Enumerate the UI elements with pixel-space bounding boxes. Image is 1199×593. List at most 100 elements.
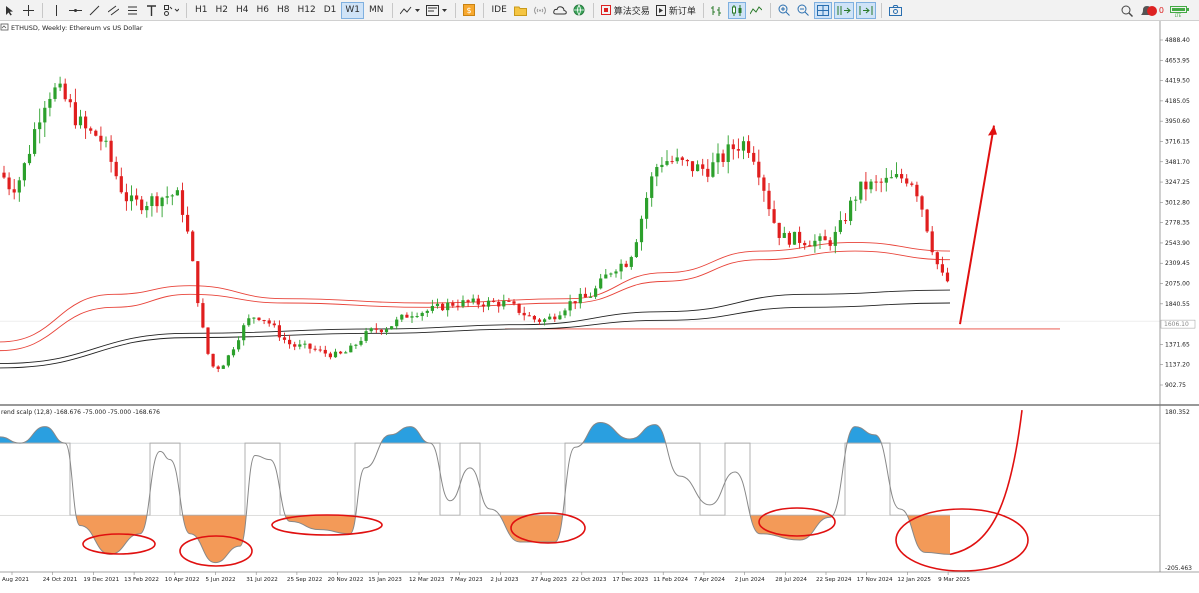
candle-body xyxy=(461,300,465,307)
templates-dropdown-button[interactable] xyxy=(424,2,450,19)
fibonacci-button[interactable] xyxy=(124,2,141,19)
timeframe-h2-button[interactable]: H2 xyxy=(215,5,229,15)
candle-body xyxy=(849,200,853,221)
signal-button[interactable] xyxy=(531,2,549,19)
line-chart-button[interactable] xyxy=(748,2,765,19)
search-button[interactable] xyxy=(1119,2,1136,19)
candle-body xyxy=(609,273,613,275)
candle-body xyxy=(527,315,531,317)
candle-body xyxy=(726,144,730,162)
candle-body xyxy=(78,116,83,126)
candle-body xyxy=(379,329,383,333)
toolbar-separator xyxy=(769,2,771,18)
algo-trading-button[interactable]: 算法交易 xyxy=(599,2,652,19)
candle-body xyxy=(27,153,32,164)
candle-body xyxy=(894,174,899,178)
candle-body xyxy=(160,197,164,207)
shapes-icon xyxy=(164,4,179,16)
cloud-button[interactable] xyxy=(551,2,569,19)
ide-button[interactable]: IDE xyxy=(491,5,507,15)
folder-button[interactable] xyxy=(512,2,529,19)
candlestick-chart-button[interactable] xyxy=(727,1,746,19)
chart-shift-button[interactable] xyxy=(855,1,876,19)
date-label: 10 Apr 2022 xyxy=(165,577,200,583)
candle-body xyxy=(369,328,373,332)
candle-body xyxy=(323,349,327,354)
candle-body xyxy=(879,181,883,183)
candle-body xyxy=(313,348,317,350)
candle-body xyxy=(435,303,440,306)
toolbar: H1 H2 H4 H6 H8 H12 D1 W1 MN $ IDE 算法交易 新… xyxy=(0,0,1199,21)
candle-body xyxy=(43,107,47,123)
auto-scroll-icon xyxy=(837,5,851,15)
candle-body xyxy=(803,242,807,246)
timeframe-h1-button[interactable]: H1 xyxy=(195,5,208,15)
date-label: 5 Jun 2022 xyxy=(206,577,236,583)
date-label: 12 Jan 2025 xyxy=(897,577,931,583)
shapes-button[interactable] xyxy=(162,2,181,19)
candle-body xyxy=(400,314,404,320)
timeframe-h8-button[interactable]: H8 xyxy=(277,5,290,15)
candlestick-icon xyxy=(731,4,742,16)
timeframe-h6-button[interactable]: H6 xyxy=(256,5,270,15)
zoom-in-button[interactable] xyxy=(776,2,793,19)
indicator-title: rend scalp (12,8) -168.676 -75.000 -75.0… xyxy=(1,409,160,416)
date-label: 17 Dec 2023 xyxy=(613,577,649,583)
chart-area[interactable]: 4888.40 4653.95 4419.50 4185.05 3950.60 3716.… xyxy=(0,21,1199,593)
candle-body xyxy=(507,300,511,302)
candle-body xyxy=(7,177,11,190)
zoom-out-button[interactable] xyxy=(795,2,812,19)
candle-body xyxy=(721,153,725,162)
timeframe-h4-button[interactable]: H4 xyxy=(236,5,249,15)
auto-scroll-button[interactable] xyxy=(833,1,854,19)
candle-body xyxy=(466,300,470,303)
timeframe-mn-button[interactable]: MN xyxy=(369,5,384,15)
candle-body xyxy=(945,272,950,282)
price-label: 1840.55 xyxy=(1165,301,1190,308)
timeframe-d1-button[interactable]: D1 xyxy=(323,5,337,15)
candle-body xyxy=(140,199,144,211)
moving-average-line xyxy=(0,241,951,343)
crosshair-button[interactable] xyxy=(20,2,37,19)
price-label: 2075.00 xyxy=(1165,281,1190,288)
timeframe-h12-button[interactable]: H12 xyxy=(297,5,316,15)
highlight-ellipse xyxy=(895,508,1029,572)
new-order-button[interactable]: 新订单 xyxy=(654,2,698,19)
price-label: 3950.60 xyxy=(1165,118,1190,125)
horizontal-line-button[interactable] xyxy=(67,2,84,19)
tile-windows-button[interactable] xyxy=(813,1,832,19)
indicators-dropdown-button[interactable] xyxy=(398,2,422,19)
date-label: 9 Mar 2025 xyxy=(938,577,970,583)
profile-icon: $ xyxy=(463,4,476,16)
market-button[interactable] xyxy=(571,2,588,19)
timeframe-w1-button[interactable]: W1 xyxy=(341,1,365,19)
candle-body xyxy=(690,161,695,172)
profile-button[interactable]: $ xyxy=(461,2,478,19)
notifications-button[interactable]: 0 xyxy=(1138,2,1166,19)
candle-body xyxy=(384,329,389,333)
candle-body xyxy=(619,263,623,272)
cursor-tool-button[interactable] xyxy=(1,2,18,19)
text-tool-button[interactable] xyxy=(143,2,160,19)
candle-body xyxy=(838,220,842,232)
date-label: 25 Sep 2022 xyxy=(287,577,322,583)
candle-body xyxy=(145,206,149,211)
bar-chart-button[interactable] xyxy=(709,2,726,19)
highlight-ellipse xyxy=(758,507,836,537)
date-label: Aug 2021 xyxy=(2,577,29,583)
channel-icon xyxy=(108,5,119,15)
date-label: 11 Feb 2024 xyxy=(653,577,688,583)
candle-body xyxy=(476,298,480,305)
camera-icon xyxy=(888,4,902,16)
price-label: 4653.95 xyxy=(1165,57,1190,64)
candle-body xyxy=(242,325,246,341)
candle-body xyxy=(364,331,368,341)
channel-button[interactable] xyxy=(105,2,122,19)
candle-body xyxy=(701,164,705,169)
trendline-button[interactable] xyxy=(86,2,103,19)
crosshair-icon xyxy=(23,4,34,16)
screenshot-button[interactable] xyxy=(887,2,904,19)
candle-body xyxy=(165,196,169,198)
candle-body xyxy=(787,232,791,245)
vertical-line-button[interactable] xyxy=(48,2,65,19)
